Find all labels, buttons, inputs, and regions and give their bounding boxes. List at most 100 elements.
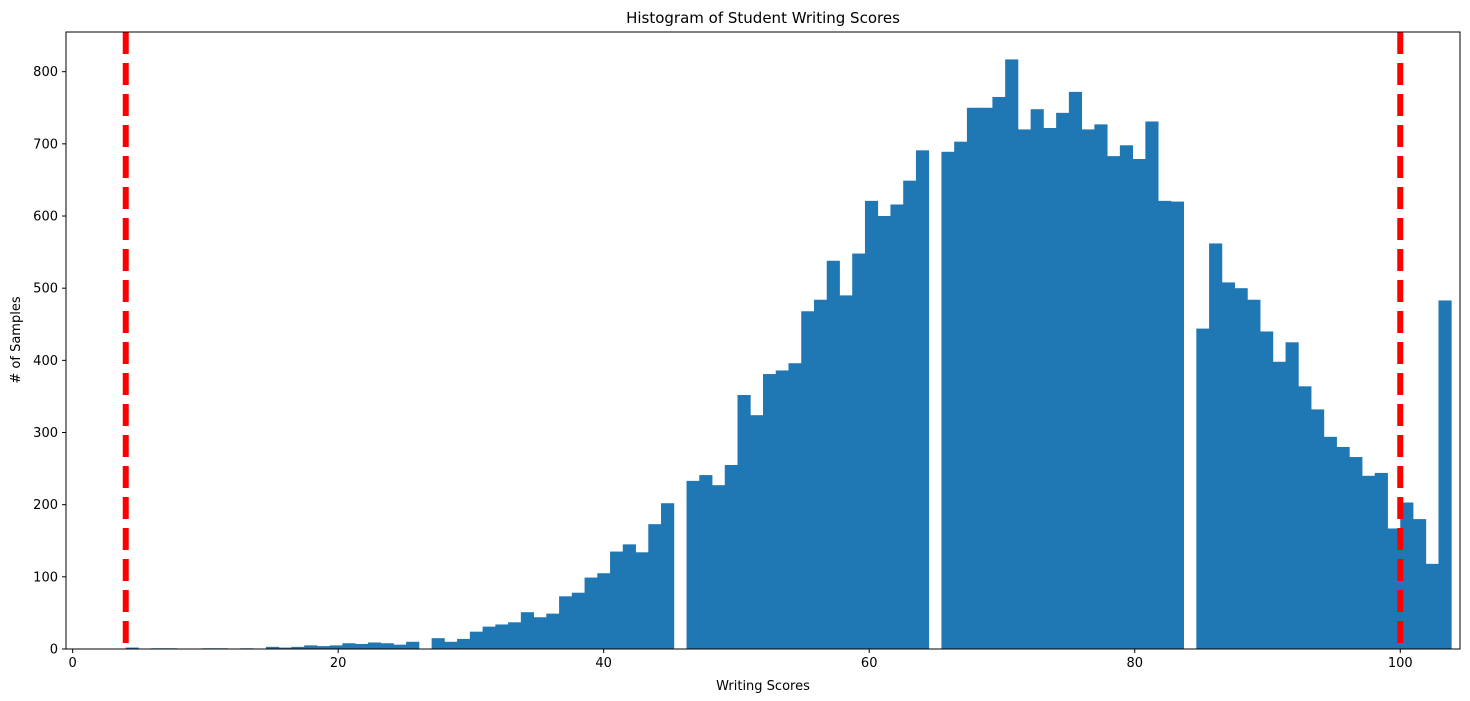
x-tick-label: 100	[1388, 656, 1413, 671]
histogram-bar	[864, 200, 879, 649]
histogram-bar	[1425, 563, 1439, 649]
histogram-bar	[966, 107, 981, 650]
x-tick-label: 0	[68, 656, 76, 671]
histogram-bar	[992, 96, 1006, 649]
histogram-bar	[915, 150, 930, 649]
histogram-bar	[1119, 145, 1134, 650]
histogram-bar	[1081, 129, 1095, 650]
histogram-bar	[1336, 446, 1350, 649]
y-tick-label: 700	[33, 137, 58, 152]
histogram-bar	[648, 524, 662, 649]
histogram-bar	[699, 475, 713, 649]
histogram-bar	[291, 646, 305, 649]
histogram-bar	[265, 646, 280, 649]
y-axis-ticks: 0 100 200 300 400 500 600 700 800	[33, 65, 66, 658]
histogram-bar	[380, 643, 394, 649]
plot-frame	[65, 31, 1461, 650]
y-tick-label: 500	[33, 282, 58, 297]
histogram-bar	[342, 643, 356, 649]
bars-group	[125, 59, 1452, 650]
y-tick-label: 100	[33, 570, 58, 585]
histogram-bar	[444, 641, 458, 649]
histogram-bar	[622, 544, 636, 649]
histogram-bar	[737, 394, 751, 649]
histogram-bar	[316, 646, 331, 649]
x-axis-ticks: 0 20 40 60 80 100	[68, 649, 1413, 671]
y-tick-label: 800	[33, 65, 58, 80]
histogram-bar	[979, 107, 993, 650]
histogram-bar	[1030, 109, 1044, 649]
histogram-bar	[584, 577, 598, 649]
histogram-bar	[508, 622, 522, 649]
histogram-bar	[304, 645, 318, 649]
histogram-bar	[1247, 299, 1261, 649]
y-tick-label: 400	[33, 354, 58, 369]
histogram-bar	[661, 503, 675, 649]
histogram-bar	[826, 260, 840, 649]
histogram-bar	[431, 638, 445, 649]
histogram-bar	[495, 624, 509, 649]
histogram-bar	[406, 641, 420, 649]
x-tick-label: 80	[1126, 656, 1143, 671]
histogram-bar	[813, 299, 828, 649]
histogram-bar	[801, 311, 815, 649]
histogram-bar	[125, 647, 139, 649]
x-axis-label: Writing Scores	[716, 679, 810, 694]
histogram-bar	[877, 216, 891, 649]
y-tick-label: 300	[33, 426, 58, 441]
histogram-bar	[1311, 409, 1325, 649]
histogram-bar	[393, 644, 407, 649]
histogram-bar	[1234, 288, 1248, 649]
histogram-bar	[750, 415, 764, 649]
histogram-bar	[559, 596, 573, 649]
histogram-bar	[1209, 243, 1223, 650]
histogram-bar	[367, 642, 382, 649]
histogram-bar	[1056, 112, 1070, 650]
histogram-bar	[520, 612, 534, 649]
histogram-bar	[941, 151, 955, 649]
histogram-bar	[954, 141, 968, 649]
histogram-bar	[686, 480, 700, 649]
histogram-bar	[1285, 342, 1299, 649]
histogram-bar	[724, 464, 738, 649]
histogram-bar	[1374, 472, 1388, 649]
histogram-bar	[1196, 328, 1210, 649]
histogram-bar	[1362, 475, 1376, 649]
histogram-bar	[1323, 436, 1337, 649]
x-tick-label: 20	[330, 656, 347, 671]
histogram-bar	[546, 613, 560, 649]
histogram-bar	[1413, 519, 1427, 649]
histogram-bar	[469, 631, 484, 649]
histogram-bar	[890, 204, 904, 649]
histogram-bar	[1043, 127, 1057, 649]
histogram-bar	[712, 485, 726, 649]
histogram-bar	[482, 626, 496, 649]
histogram-bar	[533, 617, 547, 649]
histogram-bar	[775, 370, 789, 649]
histogram-bar	[1349, 457, 1363, 649]
histogram-bar	[1272, 361, 1286, 649]
histogram-bar	[457, 638, 471, 649]
histogram-bar	[1298, 386, 1312, 649]
histogram-bar	[839, 295, 853, 649]
histogram-bar	[1107, 156, 1121, 649]
histogram-bar	[278, 647, 292, 649]
histogram-bar	[788, 363, 802, 649]
histogram-bar	[1132, 159, 1146, 650]
histogram-bar	[852, 253, 866, 649]
y-tick-label: 0	[50, 643, 58, 658]
histogram-bar	[1094, 124, 1108, 650]
histogram-bar	[610, 551, 624, 649]
histogram-bar	[1145, 121, 1159, 650]
y-tick-label: 200	[33, 498, 58, 513]
histogram-bar	[635, 552, 649, 649]
chart-title: Histogram of Student Writing Scores	[626, 9, 900, 27]
histogram-bar	[1438, 300, 1452, 649]
x-tick-label: 40	[595, 656, 612, 671]
reference-lines-group	[122, 32, 1404, 649]
histogram-bar	[1158, 200, 1172, 649]
histogram-bar	[1387, 528, 1401, 649]
histogram-bar	[1170, 201, 1184, 650]
histogram-bar	[1068, 91, 1083, 650]
